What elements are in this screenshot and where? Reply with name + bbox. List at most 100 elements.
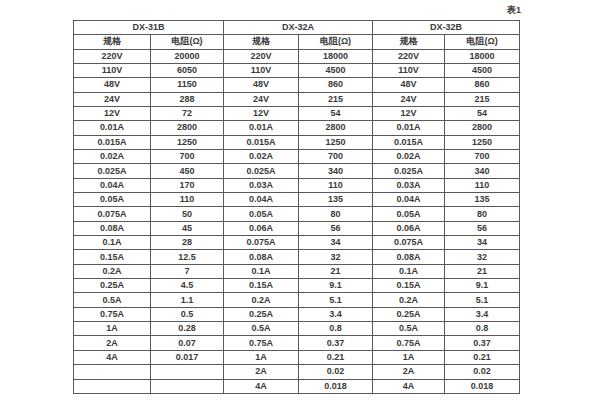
- spec-cell: 0.08A: [373, 250, 445, 264]
- spec-cell: 0.2A: [74, 264, 151, 278]
- spec-cell: 0.25A: [373, 307, 445, 321]
- spec-cell: [74, 365, 151, 379]
- resistance-cell: 3.4: [445, 307, 520, 321]
- table-row: 0.02A7000.02A7000.02A700: [74, 150, 520, 164]
- spec-cell: 0.05A: [224, 207, 299, 221]
- spec-cell: 48V: [224, 78, 299, 92]
- table-row: 0.15A12.50.08A320.08A32: [74, 250, 520, 264]
- resistance-cell: 21: [445, 264, 520, 278]
- spec-cell: 0.075A: [373, 236, 445, 250]
- resistance-cell: 0.37: [299, 336, 373, 350]
- spec-cell: 0.01A: [224, 121, 299, 135]
- spec-cell: 220V: [224, 49, 299, 63]
- spec-cell: 0.75A: [373, 336, 445, 350]
- spec-cell: 0.03A: [373, 178, 445, 192]
- col-header-spec: 规格: [373, 35, 445, 49]
- resistance-cell: 135: [299, 193, 373, 207]
- resistance-cell: 0.018: [299, 379, 373, 394]
- table-row: 4A0.0171A0.211A0.21: [74, 350, 520, 364]
- resistance-cell: 80: [299, 207, 373, 221]
- spec-cell: 0.15A: [373, 279, 445, 293]
- resistance-cell: 1150: [151, 78, 224, 92]
- spec-cell: 0.06A: [224, 221, 299, 235]
- resistance-cell: 700: [445, 150, 520, 164]
- spec-cell: 0.015A: [224, 135, 299, 149]
- resistance-cell: 56: [299, 221, 373, 235]
- resistance-cell: 340: [445, 164, 520, 178]
- spec-cell: 1A: [74, 322, 151, 336]
- spec-cell: 0.02A: [373, 150, 445, 164]
- table-row: 12V7212V5412V54: [74, 106, 520, 120]
- resistance-cell: 80: [445, 207, 520, 221]
- resistance-cell: 34: [299, 236, 373, 250]
- resistance-cell: 28: [151, 236, 224, 250]
- table-row: 0.015A12500.015A12500.015A1250: [74, 135, 520, 149]
- resistance-cell: 1250: [299, 135, 373, 149]
- spec-cell: 0.025A: [74, 164, 151, 178]
- spec-cell: 0.75A: [224, 336, 299, 350]
- spec-cell: 0.025A: [224, 164, 299, 178]
- spec-cell: 0.015A: [74, 135, 151, 149]
- resistance-cell: 860: [299, 78, 373, 92]
- resistance-cell: 215: [445, 92, 520, 106]
- resistance-cell: 0.8: [445, 322, 520, 336]
- group-header-dx32b: DX-32B: [373, 21, 520, 35]
- spec-cell: 0.1A: [224, 264, 299, 278]
- table-row: 0.75A0.50.25A3.40.25A3.4: [74, 307, 520, 321]
- resistance-cell: 4500: [299, 63, 373, 77]
- resistance-cell: 18000: [299, 49, 373, 63]
- spec-cell: 110V: [373, 63, 445, 77]
- resistance-cell: 0.02: [445, 365, 520, 379]
- resistance-cell: 4.5: [151, 279, 224, 293]
- resistance-cell: 110: [299, 178, 373, 192]
- resistance-cell: 135: [445, 193, 520, 207]
- spec-cell: 0.02A: [74, 150, 151, 164]
- spec-cell: 0.05A: [373, 207, 445, 221]
- resistance-cell: 18000: [445, 49, 520, 63]
- resistance-cell: 32: [299, 250, 373, 264]
- spec-cell: 0.15A: [74, 250, 151, 264]
- spec-cell: [74, 379, 151, 394]
- spec-cell: 48V: [373, 78, 445, 92]
- spec-cell: 0.01A: [373, 121, 445, 135]
- spec-cell: 4A: [224, 379, 299, 394]
- spec-cell: 12V: [224, 106, 299, 120]
- resistance-cell: 20000: [151, 49, 224, 63]
- spec-cell: 0.075A: [74, 207, 151, 221]
- table-row: 2A0.070.75A0.370.75A0.37: [74, 336, 520, 350]
- table-row: 0.5A1.10.2A5.10.2A5.1: [74, 293, 520, 307]
- table-row: 0.01A28000.01A28000.01A2800: [74, 121, 520, 135]
- resistance-cell: 4500: [445, 63, 520, 77]
- table-row: 110V6050110V4500110V4500: [74, 63, 520, 77]
- col-header-spec: 规格: [224, 35, 299, 49]
- spec-cell: 0.075A: [224, 236, 299, 250]
- spec-cell: 12V: [373, 106, 445, 120]
- spec-cell: 0.025A: [373, 164, 445, 178]
- spec-cell: 0.2A: [373, 293, 445, 307]
- resistance-cell: 0.5: [151, 307, 224, 321]
- spec-cell: 0.08A: [224, 250, 299, 264]
- resistance-cell: 0.07: [151, 336, 224, 350]
- resistance-cell: 450: [151, 164, 224, 178]
- resistance-cell: 170: [151, 178, 224, 192]
- resistance-cell: 32: [445, 250, 520, 264]
- resistance-cell: 110: [151, 193, 224, 207]
- resistance-cell: 21: [299, 264, 373, 278]
- resistance-cell: 54: [445, 106, 520, 120]
- spec-cell: 0.04A: [74, 178, 151, 192]
- spec-cell: 2A: [373, 365, 445, 379]
- spec-cell: 0.75A: [74, 307, 151, 321]
- spec-cell: 0.05A: [74, 193, 151, 207]
- table-row: 2A0.022A0.02: [74, 365, 520, 379]
- spec-cell: 4A: [74, 350, 151, 364]
- resistance-cell: 0.8: [299, 322, 373, 336]
- resistance-cell: 700: [299, 150, 373, 164]
- spec-cell: 0.25A: [224, 307, 299, 321]
- spec-cell: 110V: [224, 63, 299, 77]
- resistance-cell: 9.1: [445, 279, 520, 293]
- resistance-cell: 54: [299, 106, 373, 120]
- resistance-cell: 34: [445, 236, 520, 250]
- group-header-dx32a: DX-32A: [224, 21, 373, 35]
- resistance-cell: 1.1: [151, 293, 224, 307]
- spec-cell: 0.2A: [224, 293, 299, 307]
